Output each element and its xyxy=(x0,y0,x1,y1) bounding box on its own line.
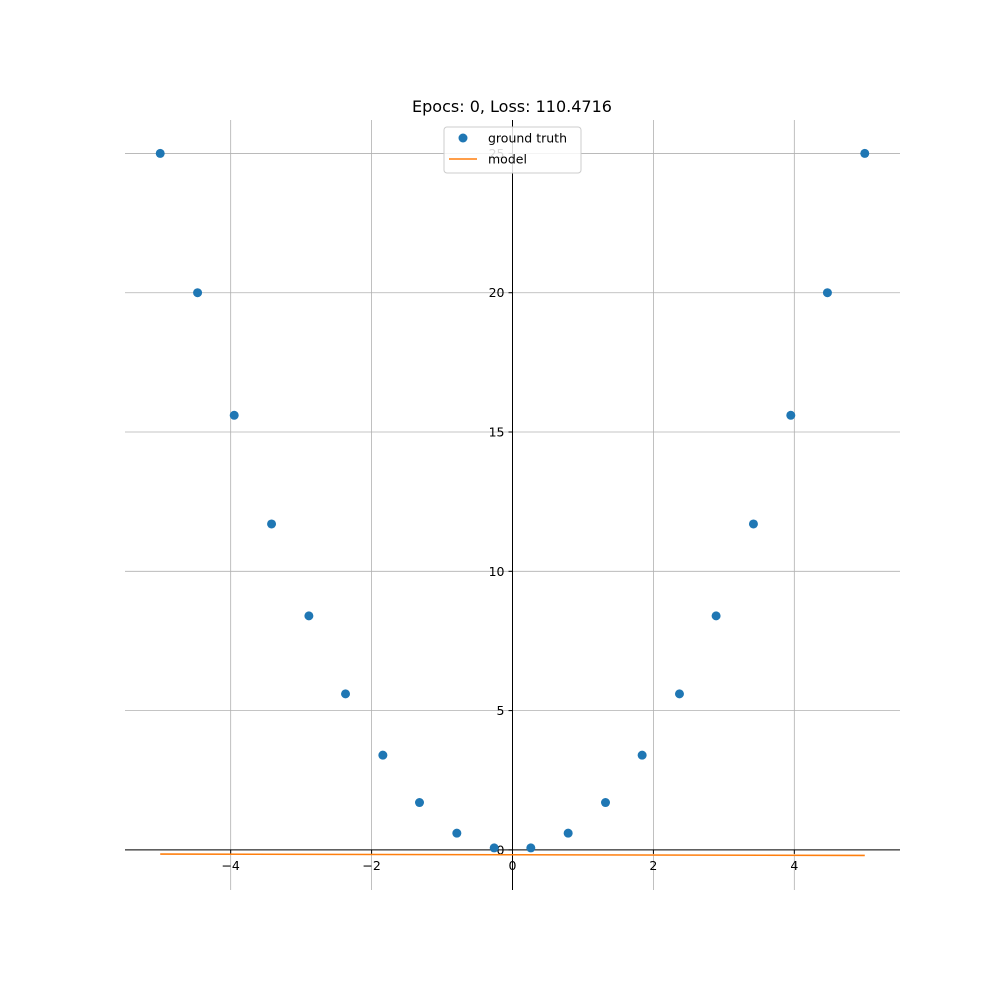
ground-truth-point xyxy=(452,828,462,838)
ground-truth-point xyxy=(748,519,758,529)
legend-marker-swatch xyxy=(458,133,468,143)
legend: ground truth model xyxy=(443,126,582,174)
legend-label: ground truth xyxy=(488,131,567,146)
x-tick-label: −4 xyxy=(221,858,239,873)
legend-frame xyxy=(443,126,582,174)
y-tick-label: 10 xyxy=(489,564,505,579)
x-tick-label: 4 xyxy=(790,858,798,873)
ground-truth-point xyxy=(674,689,684,699)
model-line xyxy=(160,853,865,857)
ground-truth-point xyxy=(786,410,796,420)
ground-truth-point xyxy=(637,750,647,760)
ground-truth-point xyxy=(341,689,351,699)
ground-truth-point xyxy=(563,828,573,838)
ground-truth-point xyxy=(489,843,499,853)
ground-truth-point xyxy=(229,410,239,420)
y-tick-label: 0 xyxy=(497,842,505,857)
ground-truth-point xyxy=(193,288,203,298)
ground-truth-point xyxy=(415,798,424,808)
ground-truth-point xyxy=(304,611,314,621)
ground-truth-point xyxy=(822,288,832,298)
axis-spines xyxy=(125,120,900,890)
legend-label: model xyxy=(488,152,527,167)
y-tick-label: 5 xyxy=(497,703,505,718)
ground-truth-point xyxy=(155,148,165,158)
ground-truth-point xyxy=(711,611,721,621)
chart-title: Epocs: 0, Loss: 110.4716 xyxy=(412,97,612,116)
ground-truth-point xyxy=(860,148,870,158)
x-tick-label: −2 xyxy=(362,858,380,873)
ground-truth-point xyxy=(526,843,536,853)
y-tick-label: 15 xyxy=(489,425,505,440)
ground-truth-point xyxy=(601,798,610,808)
plot-series xyxy=(155,148,870,857)
x-tick-label: 0 xyxy=(509,858,517,873)
x-tick-label: 2 xyxy=(649,858,657,873)
ground-truth-point xyxy=(378,750,388,760)
y-tick-label: 20 xyxy=(489,285,505,300)
ground-truth-point xyxy=(267,519,277,529)
